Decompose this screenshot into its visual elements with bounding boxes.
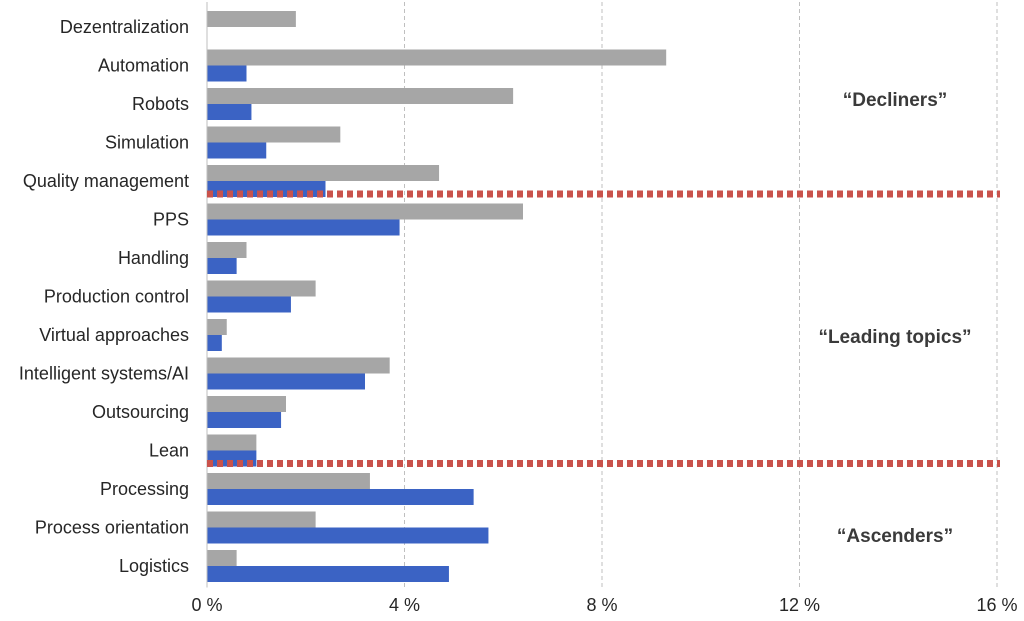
bar-process-orientation-series-1 — [207, 511, 316, 528]
bar-handling-series-1 — [207, 242, 247, 258]
category-label-logistics: Logistics — [119, 556, 189, 576]
bar-intelligent-systems-ai-series-2 — [207, 373, 365, 390]
bar-simulation-series-2 — [207, 142, 267, 159]
bar-virtual-approaches-series-1 — [207, 319, 227, 335]
category-label-robots: Robots — [132, 94, 189, 114]
category-labels: Dezentralization Automation Robots Simulati… — [19, 17, 189, 576]
category-label-handling: Handling — [118, 248, 189, 268]
bar-automation-series-1 — [207, 49, 667, 66]
category-label-production-control: Production control — [44, 287, 189, 307]
bar-pps-series-2 — [207, 219, 400, 236]
x-tick-label-0: 0 % — [191, 595, 222, 615]
bar-quality-management-series-1 — [207, 165, 440, 181]
category-label-outsourcing: Outsourcing — [92, 402, 189, 422]
bar-outsourcing-series-1 — [207, 396, 286, 412]
category-label-lean: Lean — [149, 441, 189, 461]
group-annotations: “Decliners” “Leading topics” “Ascenders” — [818, 90, 971, 547]
bar-production-control-series-1 — [207, 280, 316, 297]
bar-handling-series-2 — [207, 258, 237, 274]
category-label-intelligent-systems-ai: Intelligent systems/AI — [19, 364, 189, 384]
bar-pps-series-1 — [207, 203, 523, 220]
category-label-quality-management: Quality management — [23, 171, 189, 191]
category-label-process-orientation: Process orientation — [35, 518, 189, 538]
bar-robots-series-2 — [207, 104, 252, 120]
annotation-leading-topics: “Leading topics” — [818, 327, 971, 348]
category-label-virtual-approaches: Virtual approaches — [39, 325, 189, 345]
bar-lean-series-1 — [207, 434, 257, 451]
group-separators — [207, 190, 1000, 467]
bar-simulation-series-1 — [207, 126, 341, 143]
category-label-dezentralization: Dezentralization — [60, 17, 189, 37]
x-tick-label-4: 16 % — [976, 595, 1017, 615]
bar-outsourcing-series-2 — [207, 412, 282, 428]
bar-processing-series-1 — [207, 473, 370, 489]
bar-processing-series-2 — [207, 489, 474, 505]
bar-production-control-series-2 — [207, 296, 291, 313]
x-tick-labels: 0 % 4 % 8 % 12 % 16 % — [191, 595, 1017, 615]
bar-process-orientation-series-2 — [207, 527, 489, 544]
annotation-decliners: “Decliners” — [843, 90, 948, 111]
bars — [207, 11, 667, 582]
category-label-automation: Automation — [98, 56, 189, 76]
category-label-processing: Processing — [100, 479, 189, 499]
annotation-ascenders: “Ascenders” — [837, 526, 953, 547]
bar-logistics-series-1 — [207, 550, 237, 566]
bar-quality-management-series-2 — [207, 181, 326, 197]
bar-dezentralization-series-1 — [207, 11, 296, 27]
bar-intelligent-systems-ai-series-1 — [207, 357, 390, 374]
x-tick-label-3: 12 % — [779, 595, 820, 615]
x-tick-label-1: 4 % — [389, 595, 420, 615]
category-label-simulation: Simulation — [105, 133, 189, 153]
bar-automation-series-2 — [207, 65, 247, 82]
bar-robots-series-1 — [207, 88, 514, 104]
bar-virtual-approaches-series-2 — [207, 335, 222, 351]
category-label-pps: PPS — [153, 210, 189, 230]
x-tick-label-2: 8 % — [586, 595, 617, 615]
bar-logistics-series-2 — [207, 566, 449, 582]
